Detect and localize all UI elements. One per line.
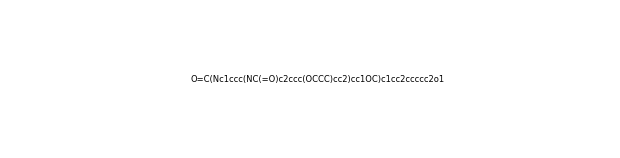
- Text: O=C(Nc1ccc(NC(=O)c2ccc(OCCC)cc2)cc1OC)c1cc2ccccc2o1: O=C(Nc1ccc(NC(=O)c2ccc(OCCC)cc2)cc1OC)c1…: [191, 75, 445, 84]
